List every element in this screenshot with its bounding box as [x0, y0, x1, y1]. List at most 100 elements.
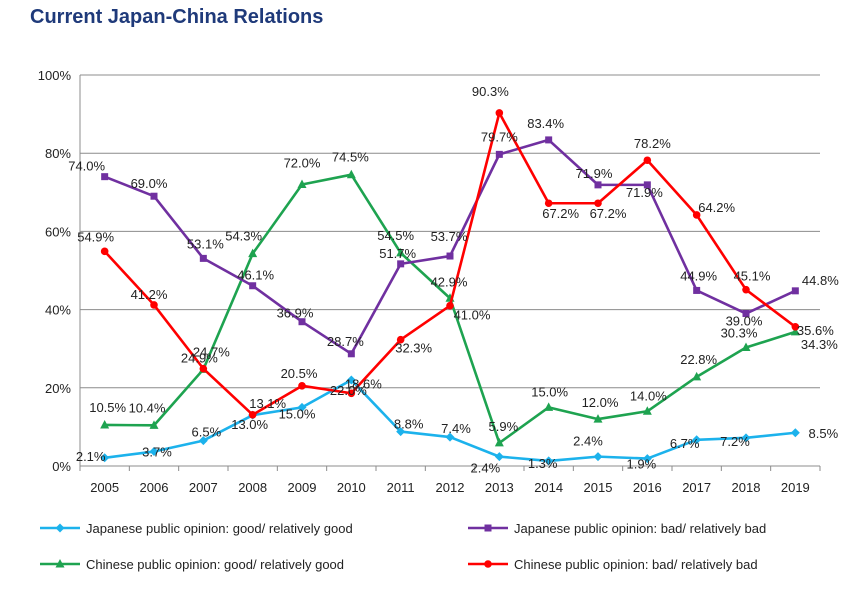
data-point	[397, 260, 405, 268]
data-point	[150, 192, 158, 200]
data-label: 22.0%	[330, 383, 367, 398]
data-label: 51.7%	[379, 246, 416, 261]
x-tick-label: 2019	[781, 480, 810, 495]
data-label: 7.2%	[720, 434, 750, 449]
data-label: 74.5%	[332, 150, 369, 165]
data-label: 6.7%	[670, 436, 700, 451]
data-label: 39.0%	[726, 314, 763, 329]
data-label: 69.0%	[131, 176, 168, 191]
data-point	[692, 211, 701, 219]
data-point	[297, 402, 307, 412]
data-label: 24.7%	[193, 344, 230, 359]
y-tick-label: 100%	[38, 68, 72, 83]
data-label: 54.5%	[377, 228, 414, 243]
data-label: 41.2%	[131, 287, 168, 302]
data-point	[248, 248, 258, 258]
x-tick-label: 2014	[534, 480, 563, 495]
data-label: 20.5%	[281, 366, 318, 381]
data-point	[494, 452, 504, 462]
data-point	[545, 136, 553, 144]
data-label: 8.8%	[394, 417, 424, 432]
data-label: 2.1%	[76, 449, 106, 464]
x-tick-label: 2012	[436, 480, 465, 495]
data-point	[544, 199, 553, 208]
x-tick-label: 2008	[238, 480, 267, 495]
data-label: 53.1%	[187, 236, 224, 251]
y-tick-label: 40%	[45, 303, 71, 318]
data-label: 24.9%	[181, 351, 218, 366]
data-label: 5.9%	[489, 419, 519, 434]
data-point	[396, 335, 405, 344]
data-label: 22.8%	[680, 352, 717, 367]
data-label: 1.3%	[528, 456, 558, 471]
data-point	[346, 169, 356, 179]
legend-marker	[55, 559, 65, 568]
data-label: 13.1%	[249, 396, 286, 411]
y-tick-label: 0%	[52, 459, 71, 474]
data-label: 44.8%	[802, 273, 839, 288]
data-point	[741, 342, 751, 352]
data-label: 36.9%	[277, 306, 314, 321]
data-point	[249, 282, 257, 290]
legend-label: Chinese public opinion: bad/ relatively …	[514, 557, 758, 572]
y-tick-label: 20%	[45, 381, 71, 396]
data-point	[790, 428, 800, 438]
data-label: 8.5%	[809, 426, 839, 441]
data-label: 78.2%	[634, 136, 671, 151]
data-label: 64.2%	[698, 200, 735, 215]
data-point	[347, 350, 355, 358]
x-tick-label: 2016	[633, 480, 662, 495]
data-point	[544, 456, 554, 466]
legend-marker	[484, 524, 492, 532]
data-label: 90.3%	[472, 84, 509, 99]
data-point	[594, 199, 602, 208]
data-label: 67.2%	[542, 206, 579, 221]
data-point	[199, 254, 207, 262]
data-label: 12.0%	[582, 395, 619, 410]
legend-label: Chinese public opinion: good/ relatively…	[86, 557, 344, 572]
data-label: 42.9%	[431, 274, 468, 289]
data-point	[790, 326, 800, 336]
data-point	[693, 286, 701, 294]
data-label: 46.1%	[237, 268, 274, 283]
data-point	[642, 406, 652, 415]
legend-marker	[55, 523, 65, 533]
data-point	[495, 150, 503, 158]
data-point	[544, 402, 554, 411]
data-label: 71.9%	[626, 185, 663, 200]
data-label: 45.1%	[734, 269, 771, 284]
x-tick-label: 2015	[584, 480, 613, 495]
data-label: 7.4%	[441, 421, 471, 436]
data-point	[741, 433, 751, 443]
data-point	[446, 301, 454, 310]
legend-marker	[484, 560, 492, 568]
data-point	[150, 301, 158, 309]
y-tick-label: 60%	[45, 224, 71, 239]
data-point	[692, 435, 702, 445]
data-point	[346, 375, 356, 385]
data-label: 41.0%	[454, 308, 491, 323]
x-tick-label: 2018	[732, 480, 761, 495]
data-point	[494, 437, 504, 447]
data-label: 6.5%	[192, 425, 222, 440]
page-title: Current Japan-China Relations	[30, 6, 324, 28]
data-point	[692, 371, 702, 381]
data-label: 71.9%	[576, 166, 613, 181]
series-line	[103, 111, 797, 417]
data-label: 28.7%	[327, 334, 364, 349]
data-label: 53.7%	[431, 229, 468, 244]
data-point	[298, 318, 306, 326]
legend-label: Japanese public opinion: bad/ relatively…	[514, 521, 766, 536]
x-tick-label: 2010	[337, 480, 366, 495]
x-tick-label: 2005	[90, 480, 119, 495]
data-label: 2.4%	[573, 434, 603, 449]
data-point	[100, 453, 110, 463]
data-point	[643, 156, 652, 165]
data-point	[297, 179, 307, 188]
data-label: 72.0%	[284, 155, 321, 170]
data-point	[396, 247, 406, 257]
data-point	[198, 436, 208, 446]
x-tick-label: 2011	[387, 480, 415, 495]
data-point	[396, 427, 406, 437]
